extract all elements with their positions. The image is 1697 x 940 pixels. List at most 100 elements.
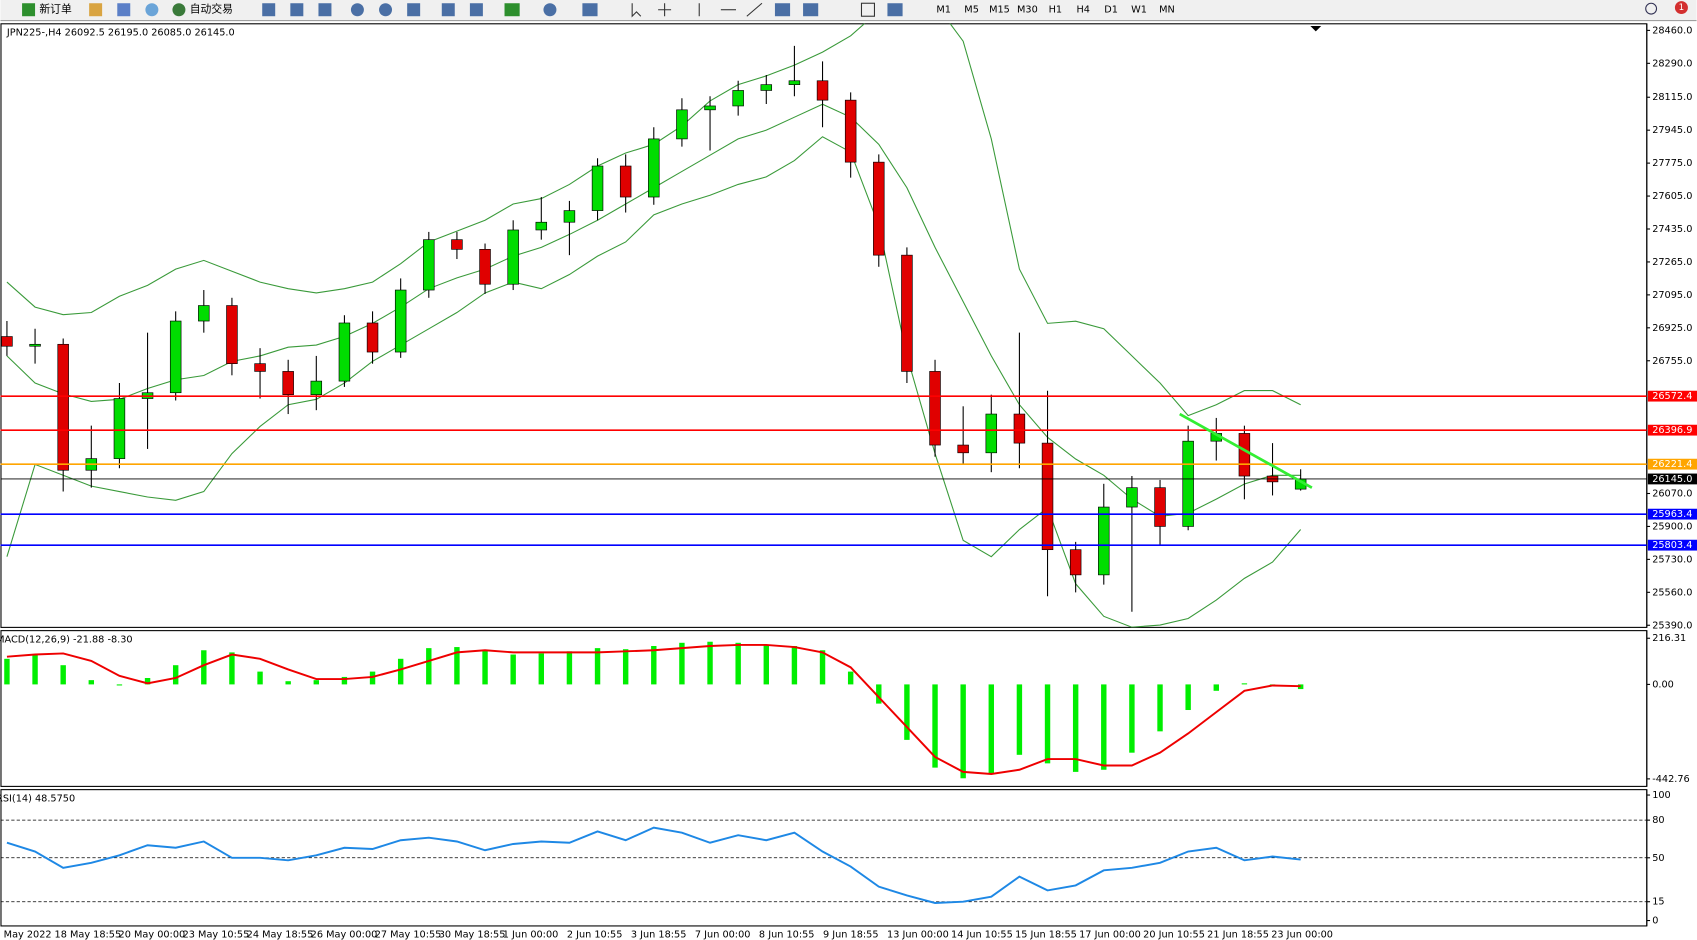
- candle-body: [1238, 433, 1251, 477]
- timeframe-button[interactable]: W1: [1131, 5, 1147, 16]
- icon[interactable]: [262, 3, 276, 17]
- macd-bar: [454, 647, 460, 685]
- timeframe-button[interactable]: H1: [1049, 5, 1063, 16]
- timeframe-button[interactable]: D1: [1104, 5, 1118, 16]
- icon: [22, 3, 36, 17]
- macd-bar: [622, 649, 629, 685]
- tool-icons: [262, 2, 1658, 18]
- macd-bar: [32, 654, 38, 685]
- icon[interactable]: [774, 3, 791, 17]
- price-level-label: 26221.4: [1652, 459, 1692, 470]
- candle-body: [1182, 440, 1194, 527]
- candle-body: [873, 161, 885, 256]
- auto-trading-button[interactable]: 自动交易: [172, 2, 233, 17]
- toolbar: 新订单 自动交易: [0, 0, 1697, 22]
- icon[interactable]: [504, 3, 520, 17]
- notification[interactable]: 1: [1674, 1, 1688, 15]
- candle-body: [619, 165, 632, 198]
- x-tick-label: 1 Jun 00:00: [503, 930, 559, 940]
- shift-marker: [1310, 25, 1322, 32]
- icon[interactable]: [318, 3, 332, 17]
- toolbar-bg: [0, 0, 1697, 21]
- macd-bar: [876, 684, 882, 704]
- price-level-tag: [1647, 508, 1697, 520]
- macd-bar: [1213, 684, 1219, 691]
- macd-bar: [819, 650, 826, 685]
- panel-title: MACD(12,26,9) -21.88 -8.30: [0, 634, 133, 645]
- icon[interactable]: [379, 3, 393, 17]
- icon[interactable]: [860, 2, 876, 17]
- x-tick-label: 7 Jun 00:00: [695, 930, 751, 940]
- icon[interactable]: [631, 3, 642, 18]
- rsi-line: [6, 826, 1301, 904]
- icon[interactable]: [89, 3, 103, 17]
- x-tick-label: 17 Jun 00:00: [1079, 930, 1141, 940]
- macd-bar: [735, 642, 741, 685]
- macd-bar: [285, 681, 291, 685]
- signal-line: [6, 643, 1301, 776]
- timeframe-button[interactable]: H4: [1076, 5, 1090, 16]
- candle-body: [1069, 549, 1082, 576]
- macd-bar: [482, 650, 488, 685]
- x-tick-label: 24 May 18:55: [247, 930, 314, 940]
- x-tick-label: 20 Jun 10:55: [1143, 930, 1205, 940]
- candle-body: [169, 320, 182, 394]
- plot-area: [4, 641, 1304, 779]
- macd-bar: [594, 648, 601, 685]
- icon[interactable]: [469, 3, 483, 17]
- y-tick-label: 28460.0: [1652, 25, 1692, 36]
- icon[interactable]: [290, 3, 304, 17]
- x-tick-label: 15 Jun 18:55: [1015, 930, 1077, 940]
- icon[interactable]: [803, 3, 819, 17]
- x-tick-label: 21 Jun 18:55: [1207, 930, 1269, 940]
- icon[interactable]: [582, 3, 598, 17]
- candle-body: [1126, 487, 1138, 508]
- icon[interactable]: [887, 3, 903, 17]
- candle-body: [788, 80, 801, 85]
- macd-bar: [791, 645, 798, 685]
- candle-body: [254, 363, 266, 372]
- price-level-tag: [1647, 390, 1697, 402]
- macd-bar: [172, 665, 179, 685]
- candle-body: [676, 109, 688, 140]
- timeframe-button[interactable]: M5: [964, 5, 979, 16]
- macd-bar: [60, 665, 66, 685]
- macd-bar: [397, 658, 404, 685]
- macd-bar: [1072, 684, 1079, 772]
- panel-title: JPN225-,H4 26092.5 26195.0 26085.0 26145…: [6, 27, 235, 38]
- y-tick-label: 15: [1652, 897, 1664, 908]
- icon[interactable]: [350, 3, 364, 17]
- icon[interactable]: [117, 3, 131, 17]
- y-tick-label: 28115.0: [1652, 92, 1692, 103]
- price-level-label: 26396.9: [1652, 425, 1692, 436]
- price-level-label: 26145.0: [1652, 474, 1692, 485]
- x-tick-label: 20 May 00:00: [119, 930, 186, 940]
- timeframe-button[interactable]: M15: [989, 5, 1010, 16]
- icon[interactable]: [543, 3, 557, 17]
- timeframe-button[interactable]: M30: [1017, 5, 1038, 16]
- timeframe-button[interactable]: MN: [1159, 5, 1175, 16]
- icon[interactable]: [441, 3, 455, 17]
- macd-bar: [88, 680, 95, 685]
- icon[interactable]: [145, 3, 159, 17]
- macd-bar: [313, 680, 320, 685]
- macd-bar: [538, 653, 545, 685]
- candle-body: [1013, 413, 1026, 444]
- macd-bar: [369, 671, 376, 685]
- icon[interactable]: [746, 2, 763, 17]
- timeframe-button[interactable]: M1: [936, 5, 951, 16]
- macd-bar: [4, 658, 10, 685]
- x-tick-label: 8 Jun 10:55: [759, 930, 815, 940]
- search-icon[interactable]: [1645, 2, 1658, 15]
- macd-bar: [1297, 684, 1304, 690]
- new-order-button[interactable]: 新订单: [22, 2, 72, 17]
- candle-body: [563, 210, 576, 223]
- icon[interactable]: [658, 3, 672, 17]
- y-tick-label: 216.31: [1652, 633, 1686, 644]
- icon[interactable]: [407, 3, 421, 17]
- x-tick-label: 13 Jun 00:00: [887, 930, 949, 940]
- y-tick-label: 25560.0: [1652, 587, 1692, 598]
- timeframes: M1 M5 M15 M30 H1 H4 D1 W1 MN: [936, 5, 1174, 16]
